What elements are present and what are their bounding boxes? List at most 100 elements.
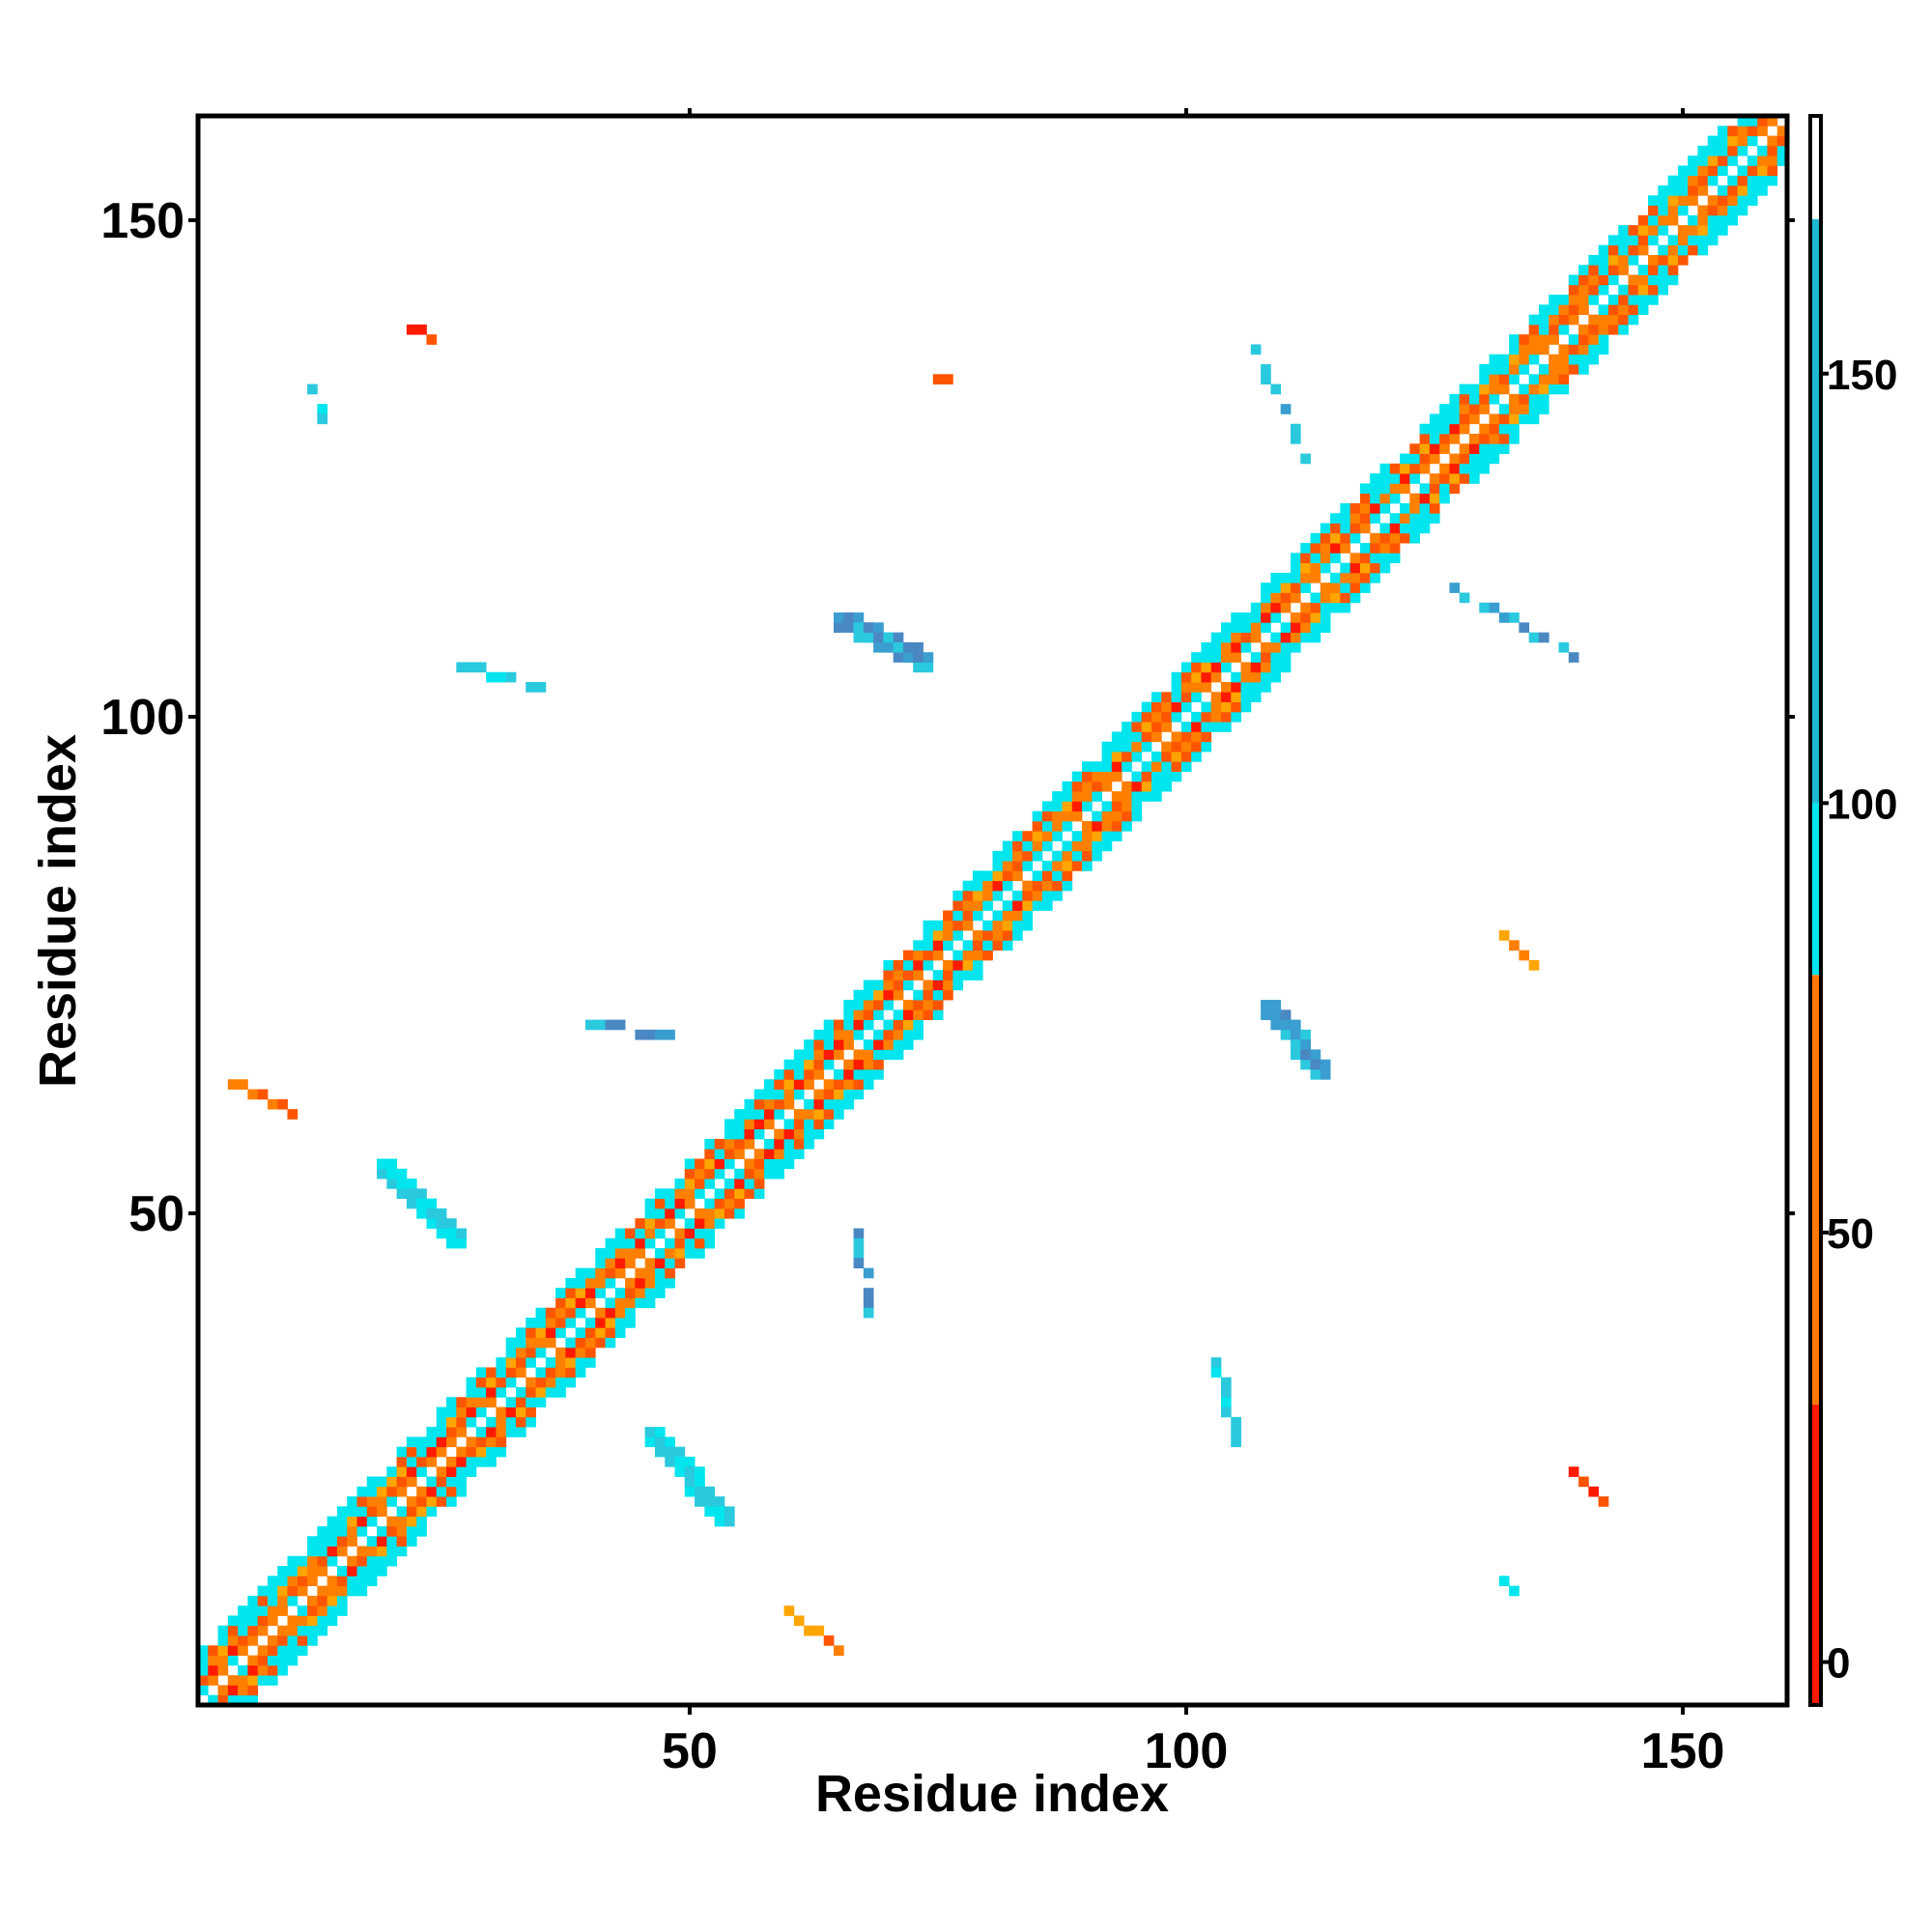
heatmap-cell bbox=[377, 1168, 387, 1179]
heatmap-cell bbox=[1389, 463, 1401, 474]
heatmap-cell bbox=[1578, 354, 1589, 365]
heatmap-cell bbox=[823, 1059, 835, 1070]
heatmap-cell bbox=[932, 374, 944, 384]
heatmap-cell bbox=[1022, 840, 1034, 852]
heatmap-cell bbox=[336, 1516, 348, 1527]
heatmap-cell bbox=[198, 1685, 209, 1696]
heatmap-cell bbox=[1111, 820, 1122, 832]
heatmap-cell bbox=[1737, 135, 1748, 147]
heatmap-cell bbox=[555, 1377, 566, 1388]
heatmap-cell bbox=[456, 1406, 467, 1418]
heatmap-cell bbox=[1270, 582, 1282, 593]
heatmap-cell bbox=[1002, 910, 1013, 922]
heatmap-cell bbox=[227, 1694, 239, 1706]
heatmap-cell bbox=[913, 950, 923, 961]
colorbar-tick-label: 0 bbox=[1827, 1640, 1850, 1688]
heatmap-cell bbox=[238, 1675, 248, 1686]
heatmap-cell bbox=[1409, 473, 1420, 484]
heatmap-cell bbox=[436, 1416, 447, 1428]
heatmap-cell bbox=[783, 1138, 795, 1150]
heatmap-cell bbox=[1032, 850, 1043, 862]
heatmap-cell bbox=[853, 1228, 865, 1239]
heatmap-cell bbox=[813, 1029, 825, 1040]
heatmap-cell bbox=[853, 1089, 865, 1100]
heatmap-cell bbox=[1628, 274, 1639, 286]
heatmap-cell bbox=[853, 989, 865, 1001]
heatmap-cell bbox=[1757, 116, 1768, 127]
heatmap-cell bbox=[575, 1337, 586, 1349]
heatmap-cell bbox=[475, 1446, 487, 1458]
heatmap-cell bbox=[1201, 682, 1212, 693]
heatmap-cell bbox=[555, 1347, 566, 1358]
heatmap-cell bbox=[496, 1427, 507, 1437]
heatmap-cell bbox=[1409, 463, 1420, 474]
heatmap-cell bbox=[257, 1664, 269, 1676]
heatmap-cell bbox=[238, 1694, 248, 1706]
heatmap-cell bbox=[1122, 752, 1132, 762]
heatmap-cell bbox=[1469, 443, 1480, 454]
heatmap-cell bbox=[1111, 752, 1122, 762]
heatmap-cell bbox=[267, 1664, 278, 1676]
heatmap-cell bbox=[1667, 265, 1679, 275]
heatmap-cell bbox=[1220, 711, 1232, 723]
heatmap-cell bbox=[1419, 523, 1431, 534]
heatmap-cell bbox=[644, 1297, 656, 1309]
heatmap-cell bbox=[526, 1357, 536, 1368]
heatmap-cell bbox=[1677, 185, 1689, 196]
heatmap-cell bbox=[1598, 265, 1609, 275]
heatmap-cell bbox=[257, 1089, 269, 1100]
heatmap-cell bbox=[1300, 612, 1311, 623]
heatmap-cell bbox=[406, 1436, 417, 1448]
heatmap-cell bbox=[1370, 572, 1380, 583]
heatmap-cell bbox=[356, 1486, 368, 1497]
heatmap-cell bbox=[1041, 880, 1053, 892]
heatmap-cell bbox=[347, 1576, 357, 1587]
heatmap-cell bbox=[843, 1089, 854, 1100]
heatmap-cell bbox=[1479, 384, 1490, 395]
heatmap-cell bbox=[843, 1069, 854, 1080]
heatmap-cell bbox=[526, 682, 536, 693]
heatmap-cell bbox=[446, 1486, 457, 1497]
heatmap-cell bbox=[1141, 781, 1152, 792]
heatmap-cell bbox=[695, 1179, 705, 1189]
heatmap-cell bbox=[277, 1595, 288, 1606]
heatmap-cell bbox=[1092, 840, 1102, 852]
heatmap-cell bbox=[913, 1029, 923, 1040]
heatmap-cell bbox=[1320, 582, 1331, 593]
heatmap-cell bbox=[1180, 761, 1192, 772]
heatmap-cell bbox=[753, 1168, 765, 1179]
heatmap-cell bbox=[575, 1327, 586, 1338]
heatmap-cell bbox=[982, 930, 993, 941]
heatmap-cell bbox=[883, 959, 895, 971]
heatmap-cell bbox=[614, 1318, 626, 1328]
heatmap-cell bbox=[456, 1476, 467, 1488]
heatmap-cell bbox=[386, 1466, 398, 1477]
heatmap-cell bbox=[1509, 344, 1520, 355]
heatmap-cell bbox=[1757, 156, 1768, 166]
heatmap-cell bbox=[287, 1576, 298, 1587]
heatmap-cell bbox=[1727, 135, 1738, 147]
heatmap-cell bbox=[1131, 810, 1143, 822]
heatmap-cell bbox=[1667, 205, 1679, 216]
heatmap-cell bbox=[1459, 473, 1470, 484]
heatmap-cell bbox=[406, 1525, 417, 1537]
heatmap-cell bbox=[416, 324, 427, 335]
heatmap-cell bbox=[1071, 850, 1083, 862]
heatmap-cell bbox=[1002, 850, 1013, 862]
heatmap-cell bbox=[1310, 553, 1321, 564]
heatmap-cell bbox=[1509, 940, 1520, 952]
heatmap-cell bbox=[834, 1098, 844, 1110]
heatmap-cell bbox=[644, 1427, 656, 1437]
heatmap-cell bbox=[1131, 741, 1143, 753]
heatmap-cell bbox=[1439, 483, 1450, 495]
heatmap-cell bbox=[1667, 274, 1679, 286]
heatmap-cell bbox=[614, 1327, 626, 1338]
heatmap-cell bbox=[555, 1288, 566, 1298]
heatmap-cell bbox=[1747, 116, 1758, 127]
heatmap-cell bbox=[1697, 235, 1709, 246]
heatmap-cell bbox=[267, 1576, 278, 1587]
heatmap-cell bbox=[247, 1685, 259, 1696]
heatmap-cell bbox=[247, 1664, 259, 1676]
heatmap-cell bbox=[1180, 752, 1192, 762]
